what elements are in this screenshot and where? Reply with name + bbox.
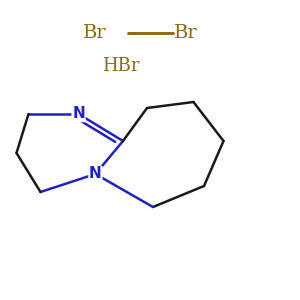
Text: Br: Br — [174, 24, 198, 42]
Text: N: N — [89, 167, 102, 182]
Text: Br: Br — [83, 24, 106, 42]
Text: HBr: HBr — [102, 57, 140, 75]
Text: N: N — [72, 106, 85, 122]
